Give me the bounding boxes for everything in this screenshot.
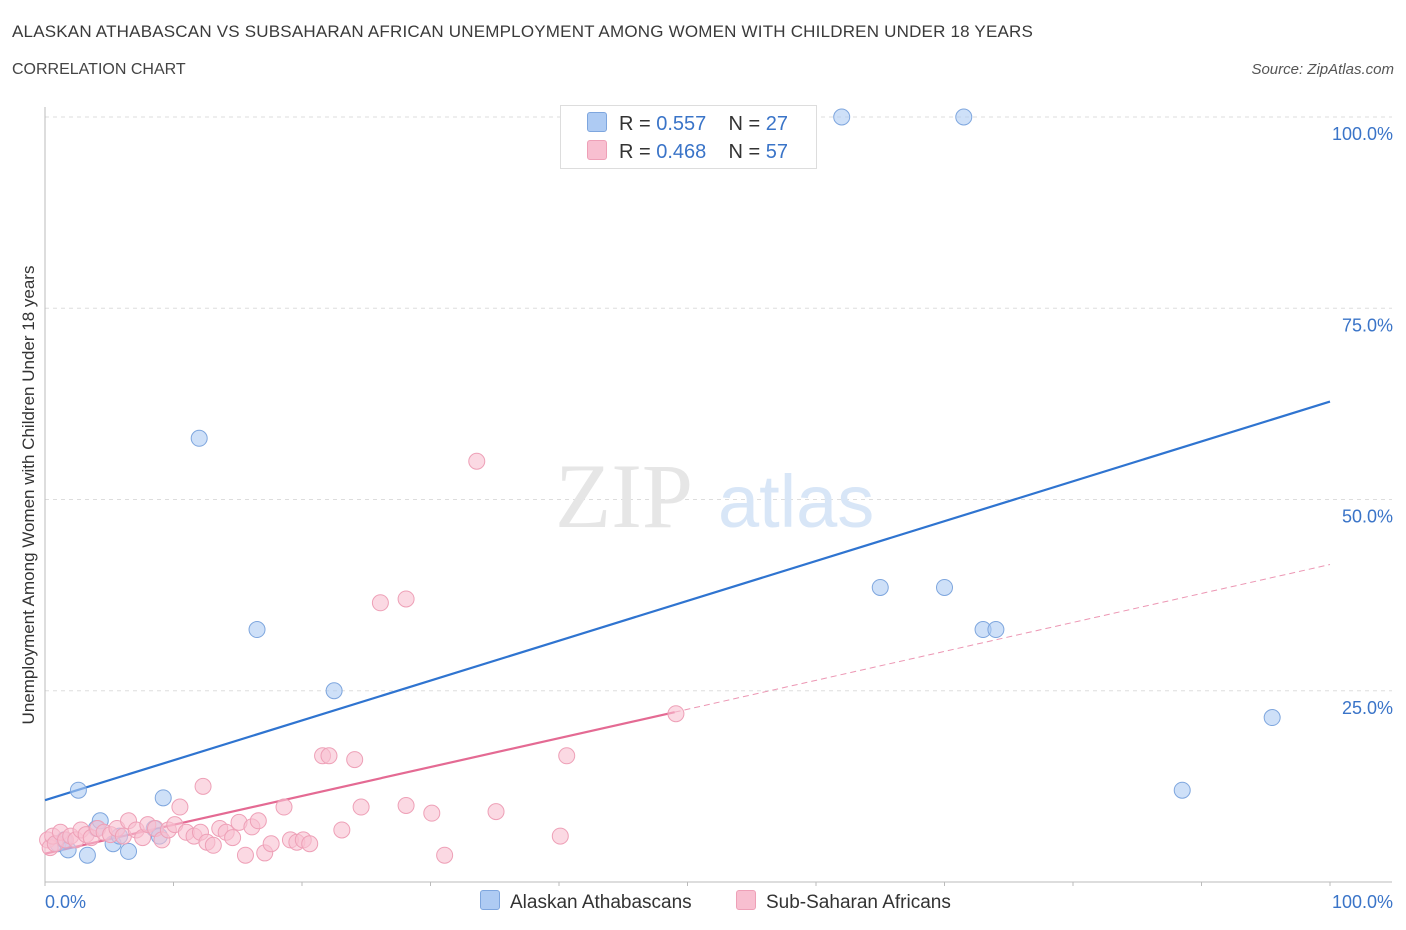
sub-saharan-africans-point (558, 747, 576, 765)
alaskan-athabascans-point (1263, 709, 1281, 727)
grid-layer (45, 116, 1392, 692)
n-value-blue: 27 (765, 113, 789, 135)
chart-subtitle: CORRELATION CHART (12, 61, 186, 78)
stats-legend: R = 0.557 N = 27 R = 0.468 N = 57 (560, 105, 817, 169)
sub-saharan-africans-point (487, 803, 505, 821)
alaskan-athabascans-point (936, 578, 953, 596)
sub-saharan-africans-point (468, 452, 486, 470)
sub-saharan-africans-point (333, 821, 351, 839)
bottom-legend-label: Sub-Saharan Africans (766, 892, 951, 913)
n-value-pink: 57 (765, 141, 789, 163)
sub-saharan-africans-point (423, 804, 441, 822)
sub-saharan-africans-point (262, 835, 280, 853)
alaskan-athabascans-point (833, 108, 851, 126)
sub-saharan-africans-point (551, 827, 569, 845)
sub-saharan-africans-point (320, 747, 338, 765)
axis-layer: 25.0% 50.0% 75.0% 100.0% 0.0% 100.0% (44, 107, 1393, 912)
sub-saharan-africans-point (397, 590, 415, 608)
alaskan-athabascans-point (325, 682, 343, 700)
sub-saharan-africans-point (224, 829, 242, 847)
alaskan-athabascans-point (120, 842, 138, 860)
bottom-legend-item-subsaharan: Sub-Saharan Africans (736, 890, 951, 914)
source-credit: Source: ZipAtlas.com (1251, 61, 1394, 78)
sub-saharan-africans-point (204, 836, 222, 854)
sub-saharan-africans-point (275, 798, 293, 816)
sub-saharan-africans-point (346, 751, 364, 769)
sub-saharan-africans-point (667, 705, 685, 723)
alaskan-athabascans-point (955, 108, 973, 126)
sub-saharan-africans-point (371, 594, 389, 612)
y-tick-label: 25.0% (1342, 698, 1393, 718)
alaskan-athabascans-point (987, 621, 1005, 639)
alaskan-athabascans-point (78, 846, 96, 864)
r-label: R = (619, 141, 651, 163)
r-value-pink: 0.468 (656, 141, 707, 163)
alaskan-athabascans-point (248, 621, 266, 639)
watermark-zip: ZIP (555, 445, 693, 547)
blue-swatch (587, 112, 607, 132)
sub-saharan-africans-point (301, 835, 319, 853)
alaskan-athabascans-point (154, 789, 172, 807)
sub-saharan-africans-point (171, 798, 189, 816)
watermark: ZIP atlas (555, 445, 874, 547)
athabascan-trend-line (44, 400, 1331, 802)
stats-legend-row-blue: R = 0.557 N = 27 (587, 112, 788, 136)
pink-swatch (587, 140, 607, 160)
alaskan-athabascans-point (1173, 781, 1191, 799)
stats-legend-row-pink: R = 0.468 N = 57 (587, 140, 788, 164)
sub-saharan-africans-point (352, 798, 370, 816)
alaskan-athabascans-point (190, 429, 208, 447)
point-layer (39, 108, 1281, 864)
sub-saharan-africans-point (194, 777, 212, 795)
r-value-blue: 0.557 (656, 113, 707, 135)
r-label: R = (619, 113, 651, 135)
n-label: N = (728, 141, 761, 163)
n-label: N = (728, 113, 761, 135)
x-tick-label: 100.0% (1332, 892, 1393, 912)
sub-saharan-africans-point (436, 846, 454, 864)
chart-title: ALASKAN ATHABASCAN VS SUBSAHARAN AFRICAN… (12, 22, 1034, 41)
blue-swatch (480, 890, 500, 910)
sub-saharan-africans-point (397, 797, 415, 814)
bottom-legend-label: Alaskan Athabascans (510, 892, 692, 913)
pink-swatch (736, 890, 756, 910)
alaskan-athabascans-point (69, 781, 87, 799)
y-tick-label: 50.0% (1342, 507, 1393, 527)
x-tick-label: 0.0% (45, 892, 86, 912)
bottom-legend-item-athabascans: Alaskan Athabascans (480, 890, 692, 914)
watermark-atlas: atlas (718, 460, 874, 543)
sub-saharan-africans-point (236, 846, 254, 864)
sub-saharan-africans-point (249, 812, 267, 830)
alaskan-athabascans-point (871, 578, 889, 596)
y-tick-label: 75.0% (1342, 315, 1393, 335)
subsaharan-trend-extension (674, 564, 1331, 713)
y-axis-label: Unemployment Among Women with Children U… (19, 266, 38, 725)
y-tick-label: 100.0% (1332, 124, 1393, 144)
